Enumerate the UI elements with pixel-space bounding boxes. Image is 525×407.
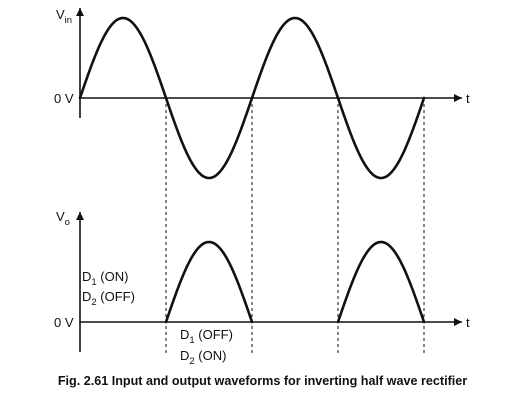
d1-on-label: D1 (ON)	[82, 269, 128, 288]
diode-state-annotations: D1 (ON) D2 (OFF) D1 (OFF) D2 (ON)	[82, 269, 233, 367]
input-t-axis-label: t	[466, 91, 470, 106]
output-plot: Vo 0 V t	[54, 209, 470, 352]
output-y-axis-label: Vo	[56, 209, 70, 228]
output-zero-label: 0 V	[54, 315, 74, 330]
d2-off-label: D2 (OFF)	[82, 289, 135, 308]
figure-caption: Fig. 2.61 Input and output waveforms for…	[57, 374, 468, 388]
output-t-axis-label: t	[466, 315, 470, 330]
input-y-axis-label: Vin	[56, 7, 72, 26]
input-plot: Vin 0 V t	[54, 7, 470, 180]
d2-on-label: D2 (ON)	[180, 348, 226, 367]
d1-off-label: D1 (OFF)	[180, 327, 233, 346]
input-zero-label: 0 V	[54, 91, 74, 106]
phase-guide-lines	[165, 98, 425, 356]
output-rectified-waveform	[164, 240, 426, 324]
